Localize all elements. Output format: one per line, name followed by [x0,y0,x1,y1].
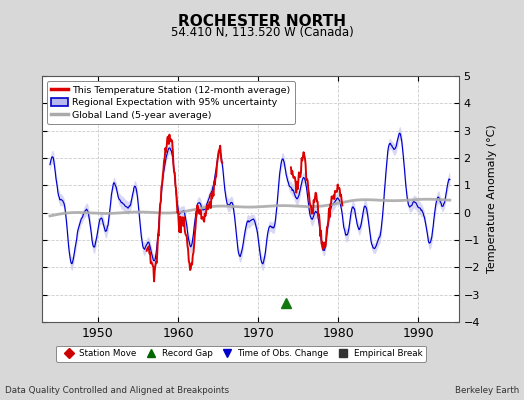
Y-axis label: Temperature Anomaly (°C): Temperature Anomaly (°C) [487,125,497,273]
Text: Berkeley Earth: Berkeley Earth [454,386,519,395]
Text: Data Quality Controlled and Aligned at Breakpoints: Data Quality Controlled and Aligned at B… [5,386,230,395]
Text: ROCHESTER NORTH: ROCHESTER NORTH [178,14,346,29]
Legend: This Temperature Station (12-month average), Regional Expectation with 95% uncer: This Temperature Station (12-month avera… [47,81,295,124]
Legend: Station Move, Record Gap, Time of Obs. Change, Empirical Break: Station Move, Record Gap, Time of Obs. C… [56,346,426,362]
Text: 54.410 N, 113.520 W (Canada): 54.410 N, 113.520 W (Canada) [171,26,353,39]
